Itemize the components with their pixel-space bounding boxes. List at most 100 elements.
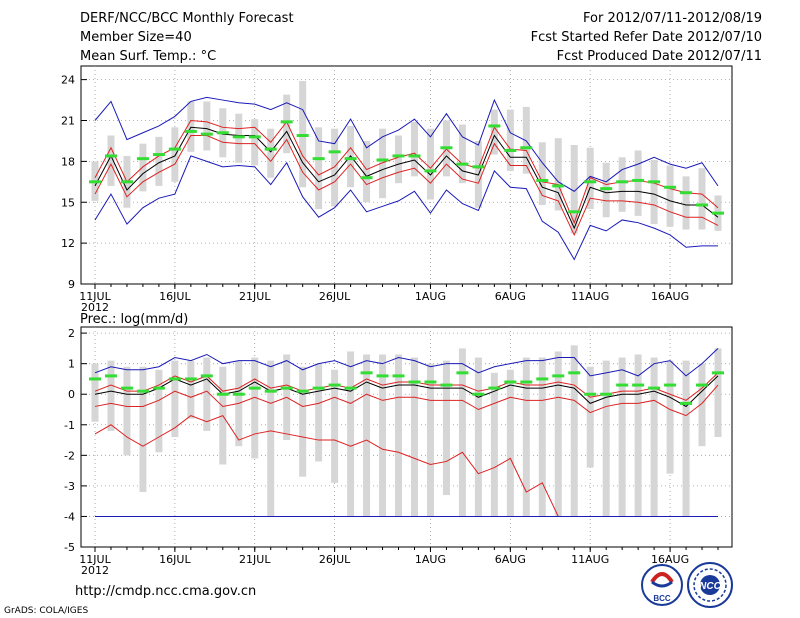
x-tick-label: 11JUL	[79, 553, 111, 566]
spread-box	[139, 366, 147, 492]
spread-box	[251, 119, 259, 166]
spread-box	[155, 369, 163, 453]
spread-box	[395, 135, 403, 184]
source-url[interactable]: http://cmdp.ncc.cma.gov.cn	[75, 584, 256, 599]
spread-box	[91, 363, 99, 422]
spread-box	[698, 363, 706, 447]
upper_mean-line	[94, 119, 719, 225]
x-tick-year: 2012	[81, 564, 109, 577]
spread-box	[410, 357, 418, 517]
spread-box	[331, 369, 339, 483]
y-tick-label: 9	[68, 278, 75, 291]
spread-box	[634, 354, 642, 517]
bcc-logo: BCC	[641, 564, 683, 606]
spread-box	[107, 135, 115, 186]
spread-box	[650, 357, 658, 517]
panel-frame	[80, 65, 733, 285]
y-tick-label: -3	[64, 480, 75, 493]
y-tick-label: -4	[64, 510, 75, 523]
spread-box	[267, 128, 275, 178]
x-tick-label: 11AUG	[571, 290, 609, 303]
upper_mean-line	[94, 372, 719, 401]
prec-panel-title: Prec.: log(mm/d)	[80, 312, 188, 327]
spread-box	[107, 360, 115, 431]
y-tick-label: 12	[61, 237, 75, 250]
spread-box	[506, 369, 514, 517]
spread-box	[714, 348, 722, 437]
upper-line	[94, 348, 719, 377]
spread-box	[395, 354, 403, 517]
x-tick-label: 16AUG	[651, 290, 689, 303]
member-size: Member Size=40	[80, 30, 192, 45]
spread-box	[506, 109, 514, 171]
spread-box	[650, 160, 658, 225]
spread-box	[379, 128, 387, 199]
y-tick-label: 0	[68, 388, 75, 401]
x-tick-label: 6AUG	[495, 290, 526, 303]
spread-box	[474, 357, 482, 517]
spread-box	[171, 360, 179, 437]
spread-box	[171, 127, 179, 182]
x-tick-label: 26JUL	[319, 290, 351, 303]
spread-box	[331, 128, 339, 207]
y-tick-label: -5	[64, 541, 75, 554]
x-tick-label: 21JUL	[239, 290, 271, 303]
bcc-logo-label: BCC	[653, 594, 671, 603]
x-tick-label: 16JUL	[159, 290, 191, 303]
spread-box	[442, 360, 450, 496]
spread-box	[522, 357, 530, 517]
temp-panel-title: Mean Surf. Temp.: °C	[80, 49, 216, 64]
spread-box	[379, 354, 387, 517]
ncc-globe-icon	[700, 575, 720, 595]
spread-box	[490, 109, 498, 155]
lower-line	[94, 155, 718, 261]
y-tick-label: 18	[61, 155, 75, 168]
spread-box	[315, 363, 323, 462]
spread-box	[363, 140, 371, 203]
spread-box	[426, 128, 434, 200]
spread-box	[682, 176, 690, 230]
panel-frame	[80, 326, 733, 548]
spread-box	[426, 363, 434, 517]
spread-box	[554, 138, 562, 211]
spread-box	[538, 142, 546, 205]
x-tick-label: 21JUL	[239, 553, 271, 566]
median-line	[94, 375, 719, 408]
figure-title: DERF/NCC/BCC Monthly Forecast	[80, 11, 294, 26]
spread-box	[299, 366, 307, 477]
spread-box	[618, 157, 626, 212]
forecast-period: For 2012/07/11-2012/08/19	[583, 11, 762, 26]
y-tick-label: 15	[61, 196, 75, 209]
spread-box	[634, 150, 642, 216]
lower_mean-line	[94, 384, 719, 417]
grads-credit: GrADS: COLA/IGES	[4, 606, 88, 616]
spread-box	[698, 168, 706, 230]
spread-box	[315, 127, 323, 210]
spread-box	[187, 360, 195, 419]
x-tick-label: 6AUG	[495, 553, 526, 566]
spread-box	[347, 351, 355, 517]
spread-box	[267, 360, 275, 517]
fcst-produced-date: Fcst Produced Date 2012/07/11	[557, 49, 762, 64]
ncc-logo-label: NCC	[699, 581, 721, 592]
spread-box	[602, 360, 610, 517]
x-tick-label: 11AUG	[571, 553, 609, 566]
spread-box	[618, 357, 626, 517]
spread-box	[458, 348, 466, 517]
spread-box	[155, 136, 163, 186]
median-line	[94, 126, 719, 230]
lower_mean-line	[94, 134, 719, 237]
x-tick-label: 1AUG	[415, 553, 446, 566]
fcst-started-date: Fcst Started Refer Date 2012/07/10	[531, 30, 762, 45]
y-tick-label: -1	[64, 419, 75, 432]
y-tick-label: -2	[64, 449, 75, 462]
x-tick-year: 2012	[81, 301, 109, 314]
spread-box	[203, 101, 211, 151]
spread-box	[570, 145, 578, 234]
spread-box	[554, 351, 562, 517]
bcc-logo-swirl-icon	[650, 572, 674, 584]
x-tick-label: 16AUG	[651, 553, 689, 566]
spread-box	[522, 106, 530, 174]
spread-box	[538, 357, 546, 517]
